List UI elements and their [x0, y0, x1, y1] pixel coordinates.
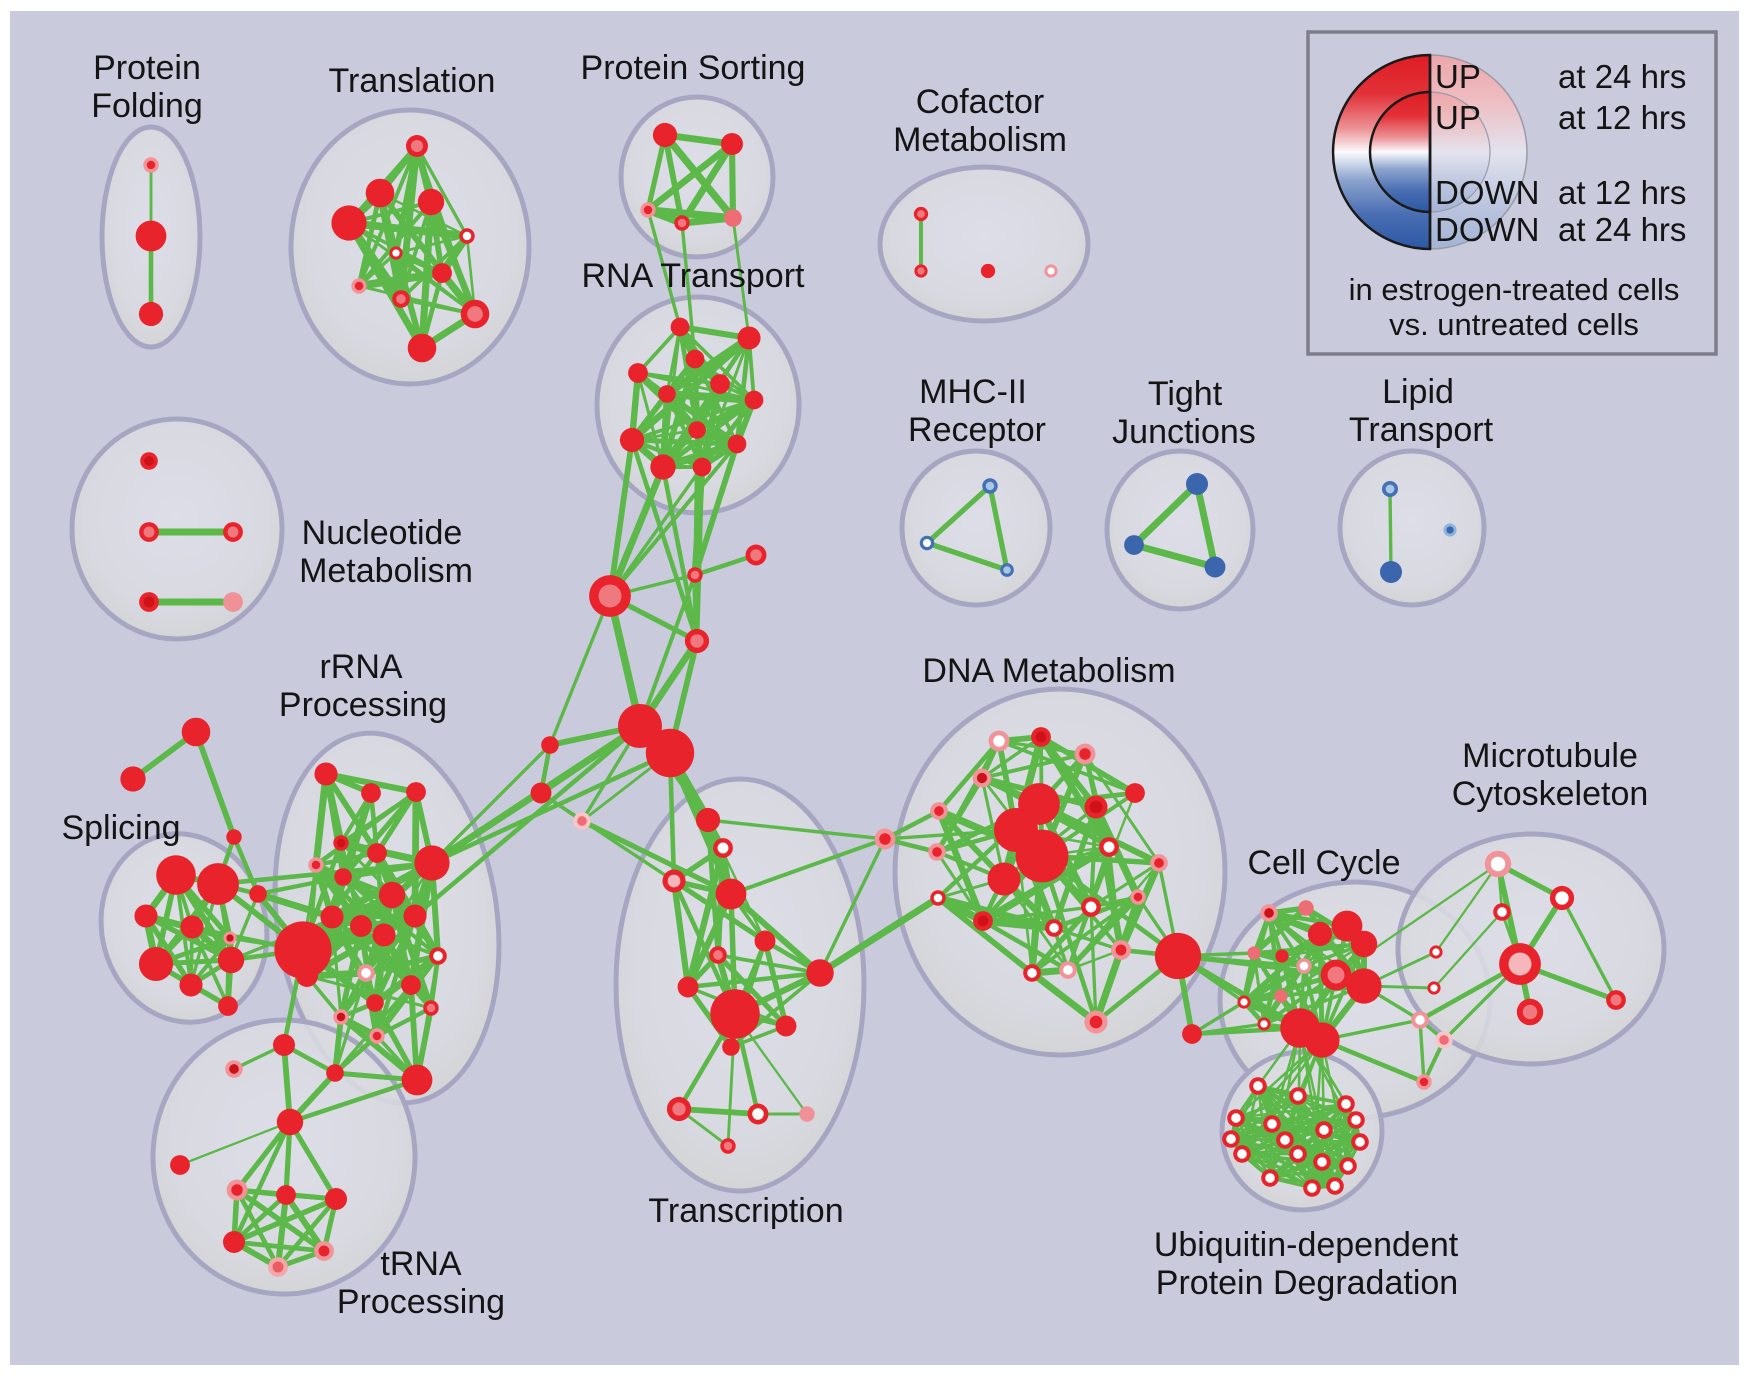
svg-text:Translation: Translation [329, 62, 496, 100]
svg-text:Transcription: Transcription [648, 1192, 843, 1230]
svg-text:at 12 hrs: at 12 hrs [1558, 174, 1686, 211]
svg-text:at 24 hrs: at 24 hrs [1558, 211, 1686, 248]
svg-text:DNA Metabolism: DNA Metabolism [922, 652, 1175, 690]
svg-text:Processing: Processing [337, 1283, 505, 1321]
svg-text:in estrogen-treated cells: in estrogen-treated cells [1349, 272, 1680, 307]
svg-text:Cell Cycle: Cell Cycle [1247, 844, 1400, 882]
svg-text:UP: UP [1435, 99, 1481, 136]
svg-text:MHC-II: MHC-II [919, 373, 1027, 411]
svg-text:at 24 hrs: at 24 hrs [1558, 58, 1686, 95]
svg-text:Junctions: Junctions [1112, 413, 1256, 451]
svg-text:Protein Degradation: Protein Degradation [1156, 1264, 1458, 1302]
svg-text:Tight: Tight [1148, 375, 1223, 413]
svg-text:DOWN: DOWN [1435, 211, 1539, 248]
svg-text:tRNA: tRNA [380, 1245, 462, 1283]
svg-text:Protein: Protein [93, 49, 201, 87]
svg-text:Receptor: Receptor [908, 411, 1046, 449]
svg-text:at 12 hrs: at 12 hrs [1558, 99, 1686, 136]
svg-text:Nucleotide: Nucleotide [302, 514, 463, 552]
svg-text:Transport: Transport [1349, 411, 1494, 449]
svg-text:Processing: Processing [279, 686, 447, 724]
svg-text:Metabolism: Metabolism [893, 121, 1067, 159]
svg-text:DOWN: DOWN [1435, 174, 1539, 211]
svg-text:Cofactor: Cofactor [916, 83, 1045, 121]
svg-text:Ubiquitin-dependent: Ubiquitin-dependent [1154, 1226, 1459, 1264]
svg-text:UP: UP [1435, 58, 1481, 95]
svg-text:Splicing: Splicing [61, 809, 180, 847]
svg-text:Protein Sorting: Protein Sorting [581, 49, 806, 87]
svg-text:Folding: Folding [91, 87, 203, 125]
svg-text:vs. untreated cells: vs. untreated cells [1389, 307, 1639, 342]
svg-text:Microtubule: Microtubule [1462, 737, 1638, 775]
svg-text:rRNA: rRNA [319, 648, 402, 686]
svg-text:Metabolism: Metabolism [299, 552, 473, 590]
svg-text:Cytoskeleton: Cytoskeleton [1452, 775, 1649, 813]
svg-text:Lipid: Lipid [1382, 373, 1454, 411]
svg-text:RNA Transport: RNA Transport [582, 257, 806, 295]
